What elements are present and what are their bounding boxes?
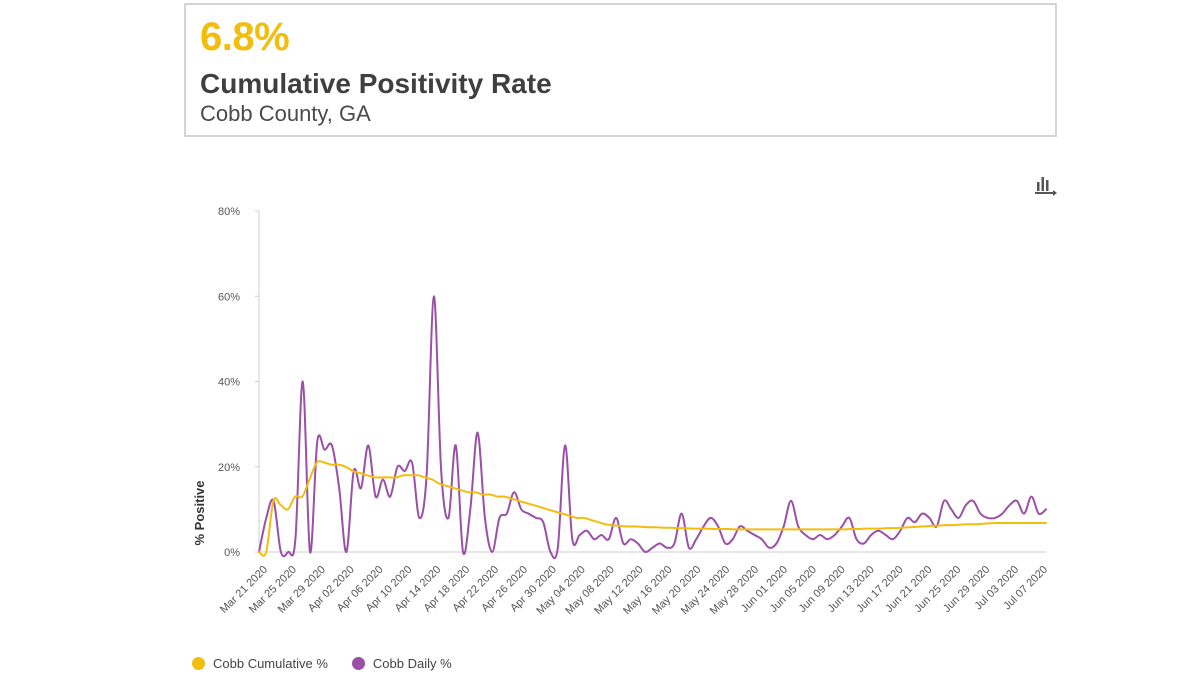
legend-item-cumulative[interactable]: Cobb Cumulative % [192,656,328,671]
chart-menu-button[interactable] [1033,174,1057,198]
legend-item-daily[interactable]: Cobb Daily % [351,656,452,671]
y-tick-label: 40% [218,377,240,389]
legend-label-daily: Cobb Daily % [372,656,452,671]
chart-menu-icon [1035,177,1057,196]
legend-marker-daily [351,657,365,670]
daily-series-line [258,295,1047,560]
legend: Cobb Cumulative % Cobb Daily % [192,656,476,671]
summary-card: 6.8% Cumulative Positivity Rate Cobb Cou… [184,3,1057,137]
legend-label-cumulative: Cobb Cumulative % [213,656,328,671]
card-subtitle: Cobb County, GA [200,101,371,126]
y-axis-label: % Positive [192,480,207,545]
card-title: Cumulative Positivity Rate [200,68,552,99]
y-tick-label: 80% [218,206,240,218]
legend-marker-cumulative [192,657,205,670]
y-tick-label: 0% [224,547,240,559]
series-layer [258,295,1047,560]
y-tick-label: 20% [218,462,240,474]
positivity-value: 6.8% [200,15,290,59]
y-tick-label: 60% [218,291,240,303]
cumulative-series-line [258,460,1047,557]
